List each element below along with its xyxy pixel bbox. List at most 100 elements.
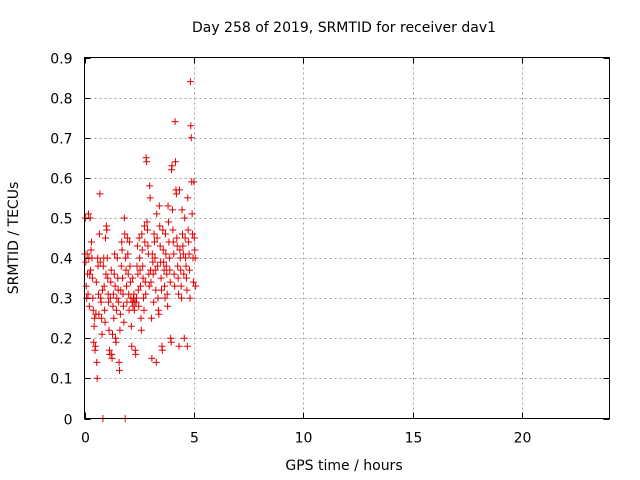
y-tick-label: 0.2	[50, 332, 72, 348]
data-point	[174, 262, 182, 270]
data-point	[137, 282, 144, 290]
data-point	[151, 254, 159, 262]
data-point	[119, 274, 127, 282]
data-point	[181, 234, 189, 242]
data-point	[182, 274, 190, 282]
data-point	[158, 346, 166, 354]
data-point	[101, 306, 109, 314]
data-point	[92, 278, 100, 286]
data-point	[139, 274, 147, 282]
data-point	[160, 258, 168, 266]
data-point	[138, 230, 146, 238]
data-point	[90, 338, 98, 346]
data-point	[190, 178, 198, 186]
data-point	[161, 282, 169, 290]
data-point	[168, 162, 176, 170]
data-point	[168, 206, 176, 214]
data-point	[189, 230, 197, 238]
data-point	[147, 314, 155, 322]
data-point	[128, 342, 136, 350]
data-point	[178, 206, 186, 214]
data-point	[178, 294, 186, 302]
y-tick-label: 0	[64, 413, 73, 429]
data-point	[187, 134, 195, 142]
data-point	[144, 242, 152, 250]
data-point	[120, 214, 128, 222]
data-points	[81, 78, 200, 422]
data-point	[186, 266, 193, 274]
data-point	[102, 234, 109, 242]
data-point	[104, 274, 112, 282]
data-point	[175, 186, 183, 194]
data-point	[133, 242, 141, 250]
data-point	[184, 194, 192, 202]
data-point	[124, 270, 132, 278]
grid-lines	[84, 57, 610, 419]
data-point	[102, 270, 110, 278]
data-point	[130, 306, 138, 314]
data-point	[170, 250, 178, 258]
data-point	[99, 262, 107, 270]
data-point	[109, 330, 116, 338]
y-tick-label: 0.3	[50, 292, 72, 308]
data-point	[164, 202, 172, 210]
data-point	[153, 210, 161, 218]
data-point	[118, 246, 126, 254]
data-point	[136, 254, 144, 262]
data-point	[188, 210, 196, 218]
data-point	[151, 238, 158, 246]
data-point	[142, 290, 150, 298]
data-point	[137, 314, 145, 322]
data-point	[115, 358, 123, 366]
x-tick-label: 5	[190, 431, 199, 447]
data-point	[149, 258, 157, 266]
data-point	[123, 234, 131, 242]
plot-frame	[84, 57, 610, 419]
data-point	[116, 310, 124, 318]
data-point	[141, 238, 149, 246]
data-point	[167, 338, 175, 346]
data-point	[172, 190, 180, 198]
data-point	[115, 298, 123, 306]
data-point	[172, 158, 179, 166]
y-tick-label: 0.1	[50, 372, 72, 388]
data-point	[107, 266, 115, 274]
data-point	[112, 338, 120, 346]
data-point	[96, 258, 104, 266]
data-point	[152, 358, 160, 366]
data-point	[187, 122, 195, 130]
data-point	[137, 326, 145, 334]
data-point	[185, 238, 193, 246]
data-point	[190, 234, 198, 242]
data-point	[108, 354, 116, 362]
data-point	[177, 266, 185, 274]
y-tick-label: 0.5	[50, 212, 72, 228]
data-point	[144, 226, 151, 234]
data-point	[124, 250, 132, 258]
data-point	[150, 230, 158, 238]
data-point	[116, 326, 124, 334]
data-point	[162, 250, 170, 258]
data-point	[154, 294, 162, 302]
data-point	[189, 278, 197, 286]
data-point	[113, 254, 121, 262]
data-point	[159, 226, 167, 234]
data-point	[85, 302, 93, 310]
data-point	[181, 214, 189, 222]
data-point	[84, 290, 92, 298]
data-point	[158, 286, 165, 294]
data-point	[111, 282, 119, 290]
data-point	[93, 358, 101, 366]
data-point	[166, 278, 174, 286]
data-point	[184, 226, 192, 234]
data-point	[179, 230, 186, 238]
data-point	[149, 270, 157, 278]
data-point	[146, 182, 154, 190]
data-point	[183, 342, 191, 350]
data-point	[170, 270, 178, 278]
data-point	[110, 270, 118, 278]
data-point	[151, 266, 159, 274]
data-point	[161, 230, 169, 238]
data-point	[91, 342, 99, 350]
data-point	[176, 246, 184, 254]
